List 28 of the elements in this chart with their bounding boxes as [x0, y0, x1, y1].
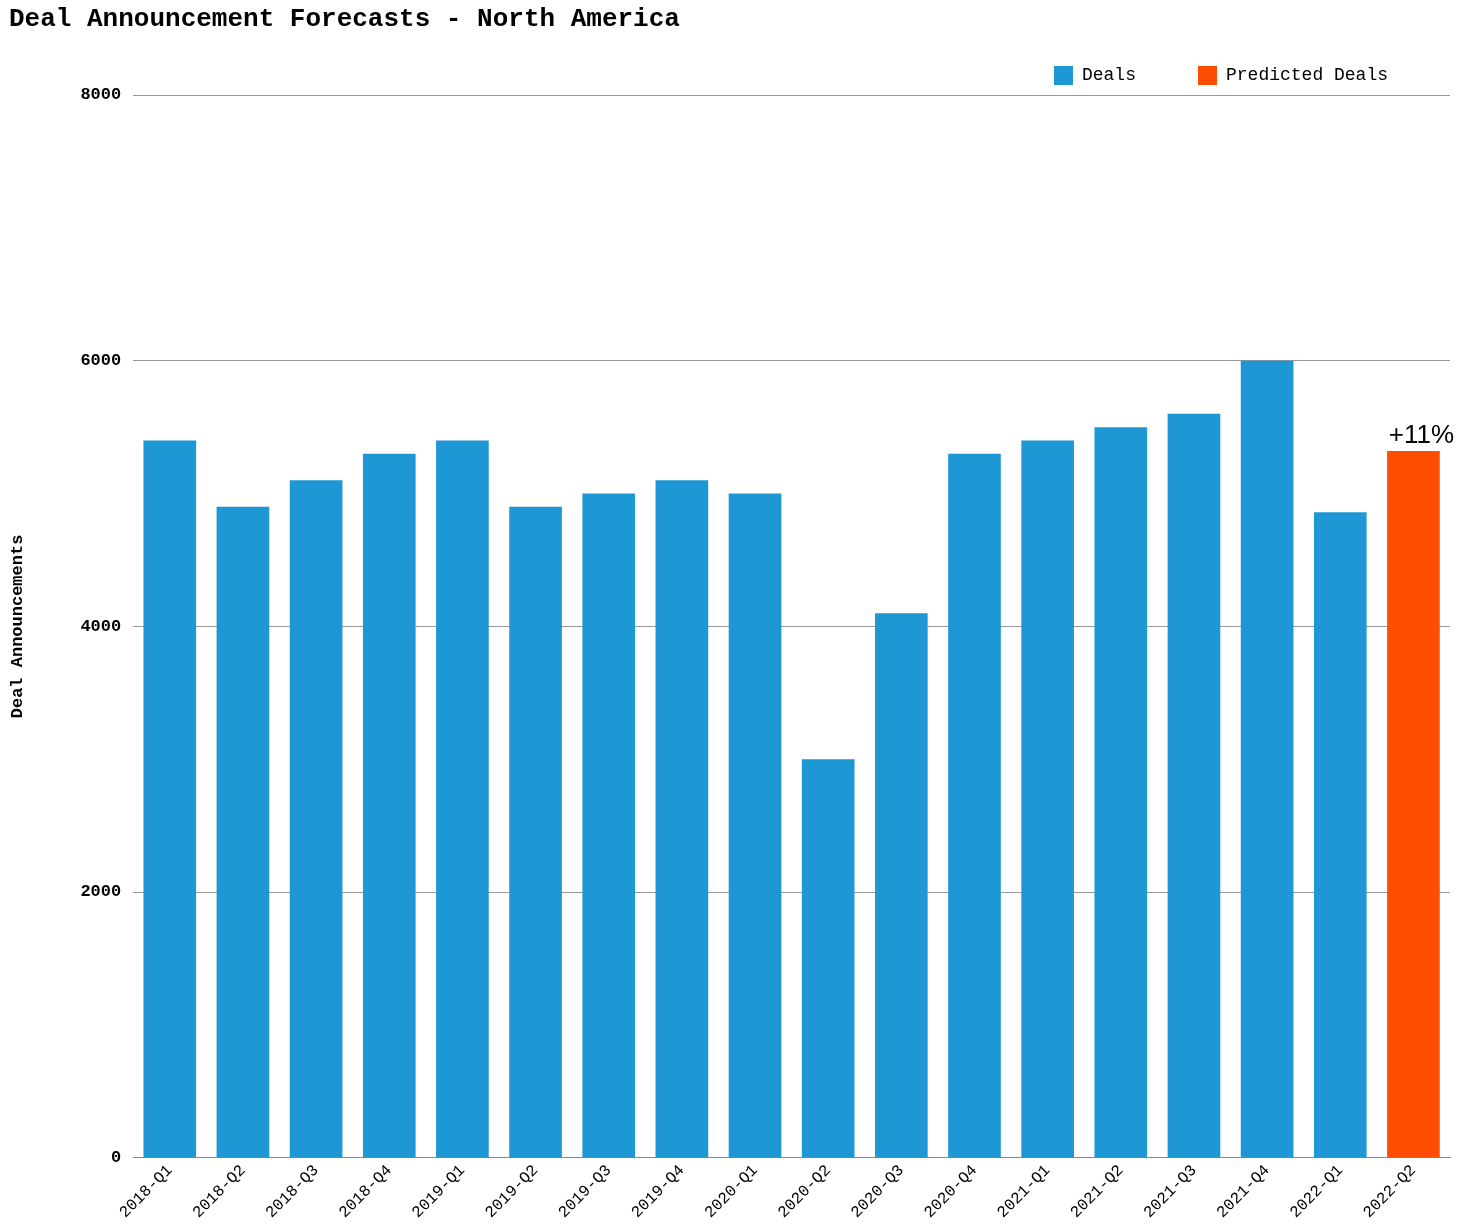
- bar: [1387, 451, 1440, 1158]
- bar: [875, 613, 928, 1158]
- y-tick-label: 6000: [80, 351, 122, 371]
- bar: [509, 506, 562, 1158]
- bar: [289, 480, 343, 1158]
- annotation: +11%: [1388, 419, 1455, 450]
- bar: [1094, 427, 1148, 1158]
- bar: [801, 759, 855, 1158]
- bar: [582, 493, 636, 1158]
- bar: [948, 453, 1001, 1158]
- bar: [728, 493, 782, 1158]
- bar: [1021, 440, 1074, 1158]
- y-tick-label: 2000: [80, 882, 122, 902]
- bar: [143, 440, 197, 1158]
- bar: [216, 506, 270, 1158]
- bar: [1167, 413, 1221, 1158]
- bar: [1240, 360, 1294, 1158]
- chart-title: Deal Announcement Forecasts - North America: [9, 4, 680, 34]
- bar: [1313, 512, 1367, 1158]
- bar: [362, 453, 416, 1158]
- bar: [436, 440, 489, 1158]
- bar: [655, 480, 709, 1158]
- y-tick-label: 8000: [80, 85, 122, 105]
- y-tick-label: 4000: [80, 616, 122, 636]
- legend-label: Deals: [1081, 65, 1136, 86]
- legend-label: Predicted Deals: [1225, 65, 1388, 86]
- y-axis-title: Deal Announcements: [8, 534, 28, 719]
- y-tick-label: 0: [111, 1148, 122, 1168]
